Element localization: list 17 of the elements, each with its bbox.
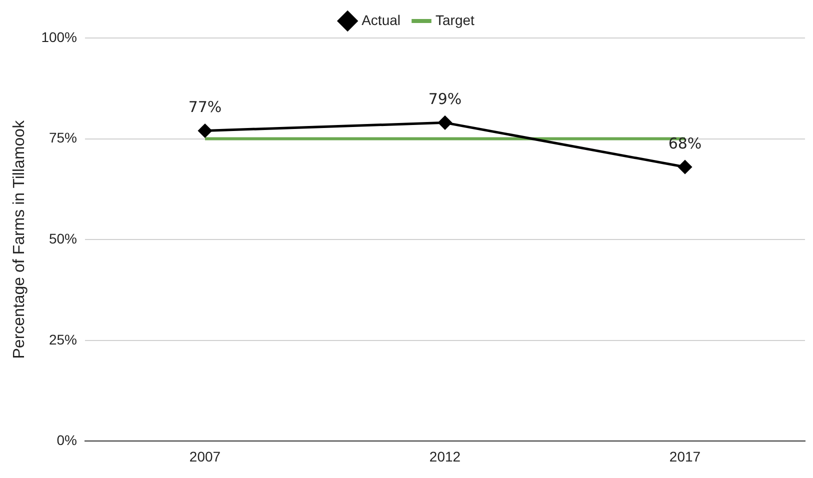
x-tick-label: 2017 bbox=[669, 448, 701, 464]
data-label: 68% bbox=[668, 134, 702, 152]
y-axis-title: Percentage of Farms in Tillamook bbox=[11, 119, 28, 359]
y-tick-label: 0% bbox=[56, 432, 78, 448]
x-tick-label: 2007 bbox=[189, 448, 221, 464]
point bbox=[678, 160, 692, 174]
data-label: 77% bbox=[188, 98, 222, 116]
y-tick-label: 25% bbox=[48, 331, 78, 348]
point bbox=[198, 124, 212, 138]
legend-label: Target bbox=[436, 12, 475, 28]
y-tick-label: 50% bbox=[48, 230, 78, 246]
legend-label: Actual bbox=[362, 12, 401, 28]
y-tick-label: 100% bbox=[41, 28, 78, 45]
x-tick-label: 2012 bbox=[429, 448, 461, 464]
data-label: 79% bbox=[428, 90, 462, 108]
y-tick-label: 75% bbox=[48, 130, 78, 146]
point bbox=[438, 116, 452, 130]
